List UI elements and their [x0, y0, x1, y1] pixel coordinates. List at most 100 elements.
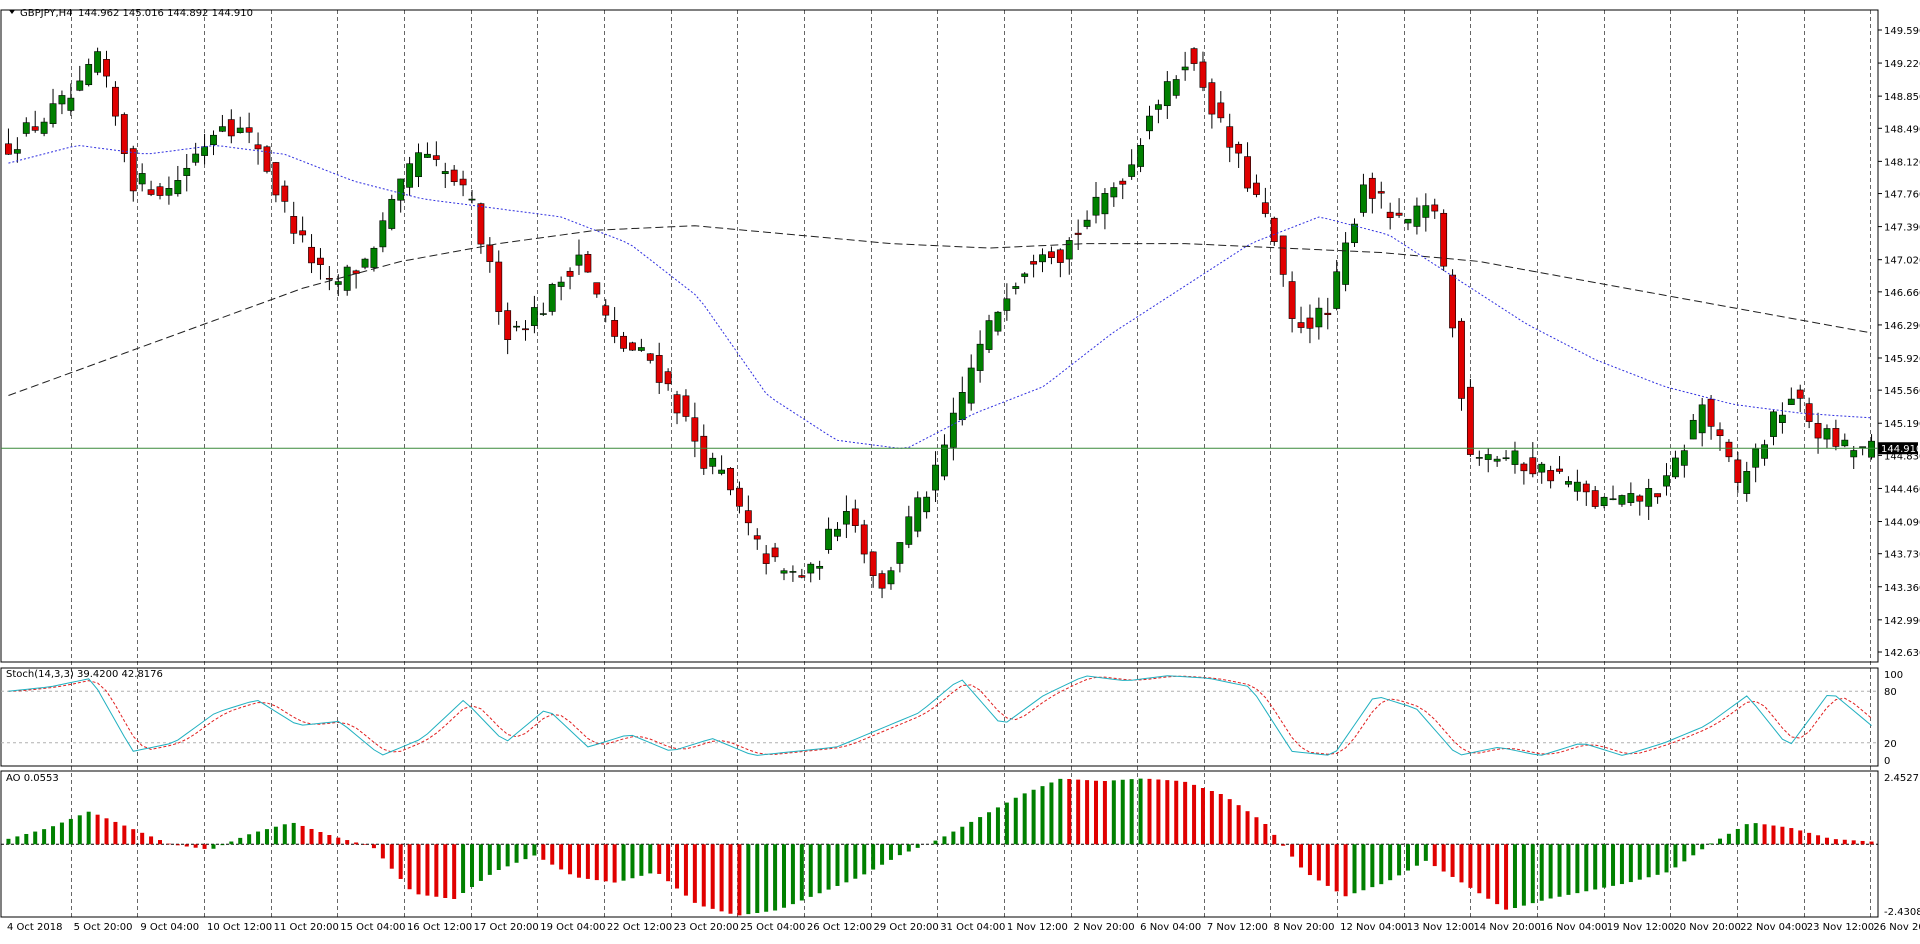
ao-label: AO 0.0553 — [6, 773, 59, 784]
bearish-candle — [584, 254, 592, 273]
bullish-candle — [67, 97, 75, 111]
time-axis-label: 20 Nov 20:00 — [1673, 922, 1740, 933]
bullish-candle — [1609, 498, 1617, 501]
bullish-candle — [1315, 307, 1323, 328]
bullish-candle — [976, 343, 984, 371]
bearish-candle — [1591, 490, 1599, 507]
bearish-candle — [156, 186, 164, 196]
bullish-candle — [370, 247, 378, 268]
bearish-candle — [103, 59, 110, 77]
bullish-candle — [22, 122, 30, 134]
bearish-candle — [459, 178, 467, 186]
bullish-candle — [709, 457, 717, 467]
bullish-candle — [530, 307, 538, 326]
bearish-candle — [1440, 212, 1448, 267]
bullish-candle — [1868, 440, 1875, 458]
bullish-candle — [1360, 184, 1367, 213]
bearish-candle — [522, 328, 529, 331]
time-axis-label: 15 Oct 04:00 — [340, 922, 405, 933]
price-tick-label: 145.920 — [1884, 354, 1920, 365]
bullish-candle — [923, 496, 931, 513]
time-axis-label: 7 Nov 12:00 — [1207, 922, 1268, 933]
bullish-candle — [1128, 164, 1136, 177]
fast-moving-average — [8, 145, 1872, 449]
bearish-candle — [5, 143, 12, 155]
price-tick-label: 148.490 — [1884, 124, 1920, 135]
bearish-candle — [272, 162, 280, 196]
bearish-candle — [308, 246, 315, 264]
bearish-candle — [762, 553, 770, 564]
time-axis-label: 19 Nov 12:00 — [1607, 922, 1674, 933]
stoch-main-line — [8, 675, 1872, 756]
bullish-candle — [1154, 104, 1162, 110]
bearish-candle — [477, 203, 485, 245]
bearish-candle — [1235, 143, 1243, 154]
bullish-candle — [85, 64, 93, 86]
current-price-label: 144.910 — [1881, 444, 1920, 455]
time-axis-label: 11 Oct 20:00 — [274, 922, 339, 933]
time-axis-label: 14 Nov 20:00 — [1473, 922, 1540, 933]
price-tick-label: 142.990 — [1884, 616, 1920, 627]
bearish-candle — [1119, 180, 1127, 185]
bullish-candle — [807, 563, 815, 574]
bearish-candle — [1449, 274, 1456, 329]
bearish-candle — [245, 127, 253, 133]
bearish-candle — [486, 244, 494, 262]
chart-symbol-title: GBPJPY,H4 — [20, 8, 73, 19]
bullish-candle — [1663, 475, 1670, 487]
bearish-candle — [593, 282, 601, 295]
bullish-candle — [94, 51, 102, 73]
bearish-candle — [1244, 156, 1251, 189]
bearish-candle — [352, 270, 360, 274]
bearish-candle — [1279, 235, 1287, 275]
bullish-candle — [343, 266, 351, 291]
bearish-candle — [1288, 281, 1296, 319]
bearish-candle — [254, 144, 262, 150]
price-tick-label: 145.560 — [1884, 386, 1920, 397]
bullish-candle — [415, 152, 422, 178]
price-tick-label: 148.120 — [1884, 157, 1920, 168]
bullish-candle — [1778, 414, 1786, 423]
bearish-candle — [263, 146, 271, 172]
bullish-candle — [388, 198, 396, 229]
bullish-candle — [1850, 450, 1858, 458]
bullish-candle — [780, 570, 788, 574]
bullish-candle — [1422, 205, 1430, 218]
ao-tick-label: -2.4308 — [1884, 907, 1920, 918]
bullish-candle — [1404, 218, 1412, 224]
time-axis-label: 6 Nov 04:00 — [1140, 922, 1201, 933]
symbol-dropdown-icon[interactable] — [9, 10, 15, 14]
bullish-candle — [379, 220, 387, 248]
bullish-candle — [1689, 419, 1697, 440]
bearish-candle — [1520, 463, 1528, 472]
bearish-candle — [112, 86, 119, 117]
bullish-candle — [1484, 454, 1492, 460]
bearish-candle — [691, 417, 699, 442]
bearish-candle — [851, 508, 859, 526]
bearish-candle — [629, 342, 636, 351]
bullish-candle — [1083, 219, 1091, 227]
bearish-candle — [281, 185, 289, 202]
bullish-candle — [513, 325, 520, 328]
bearish-candle — [1725, 441, 1733, 458]
bullish-candle — [896, 542, 904, 564]
time-axis-label: 23 Oct 20:00 — [674, 922, 739, 933]
bearish-candle — [227, 119, 235, 137]
time-axis-label: 16 Oct 12:00 — [407, 922, 472, 933]
bearish-candle — [736, 487, 743, 507]
bullish-candle — [1039, 254, 1046, 263]
bearish-candle — [1208, 82, 1216, 115]
bearish-candle — [1556, 468, 1563, 472]
bullish-candle — [468, 198, 476, 201]
time-axis-label: 25 Oct 04:00 — [740, 922, 805, 933]
bearish-candle — [682, 395, 690, 417]
bullish-candle — [1413, 205, 1421, 227]
bearish-candle — [1217, 102, 1225, 119]
bullish-candle — [1770, 411, 1777, 437]
bullish-candle — [1021, 273, 1029, 277]
price-tick-label: 147.390 — [1884, 223, 1920, 234]
bullish-candle — [1743, 471, 1751, 494]
bearish-candle — [317, 257, 324, 265]
stoch-tick-label: 100 — [1884, 670, 1903, 681]
